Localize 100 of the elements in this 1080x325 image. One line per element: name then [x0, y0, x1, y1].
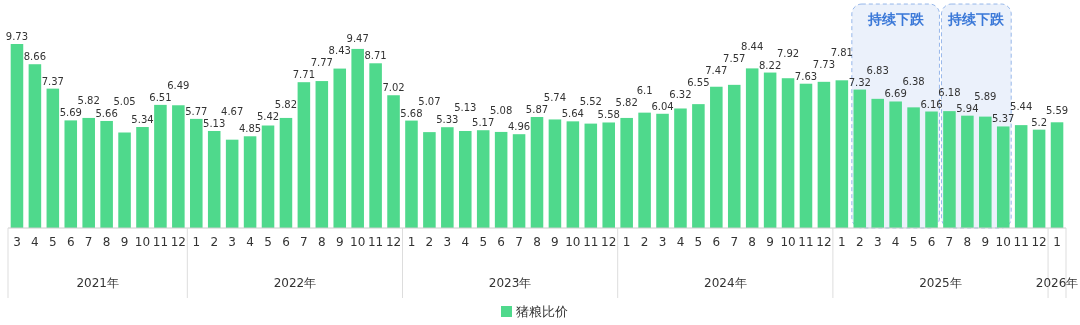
x-tick-label: 11 — [798, 235, 814, 249]
data-label: 7.02 — [382, 82, 405, 94]
x-tick-label: 9 — [335, 235, 344, 249]
data-label: 7.92 — [776, 47, 800, 59]
bar — [656, 113, 669, 228]
x-tick-label: 10 — [565, 235, 581, 249]
bar — [727, 84, 741, 228]
data-label: 8.22 — [758, 59, 782, 71]
data-label: 7.32 — [848, 76, 871, 88]
data-label: 5.37 — [992, 113, 1015, 125]
data-label: 5.33 — [436, 114, 459, 126]
data-label: 5.08 — [490, 105, 513, 117]
x-tick-label: 4 — [461, 235, 470, 249]
x-tick-label: 5 — [479, 235, 488, 249]
data-label: 6.32 — [669, 88, 692, 100]
bar — [710, 86, 723, 228]
x-tick-label: 2 — [425, 235, 434, 249]
bar — [82, 117, 95, 228]
data-label: 5.74 — [543, 91, 567, 103]
bar — [387, 95, 400, 228]
bar — [118, 132, 131, 228]
bar — [64, 120, 78, 228]
bar — [154, 104, 167, 228]
bar — [817, 81, 831, 228]
data-label: 5.52 — [579, 96, 602, 108]
bar — [799, 83, 813, 228]
bar — [136, 127, 149, 228]
bar — [530, 117, 544, 228]
x-tick-label: 9 — [766, 235, 774, 249]
x-tick-label: 3 — [443, 235, 452, 249]
data-label: 7.57 — [723, 52, 746, 64]
data-label: 5.82 — [274, 99, 298, 111]
data-label: 5.66 — [95, 107, 118, 119]
data-label: 8.66 — [23, 51, 47, 63]
bar — [351, 48, 364, 228]
data-label: 6.69 — [884, 88, 907, 100]
data-label: 5.42 — [256, 111, 280, 123]
x-tick-label: 12 — [170, 235, 186, 249]
x-tick-label: 1 — [192, 235, 201, 249]
data-label: 5.82 — [77, 95, 100, 107]
x-tick-label: 8 — [317, 235, 326, 249]
bar — [476, 130, 490, 228]
bar — [100, 120, 113, 228]
x-tick-label: 1 — [407, 235, 416, 249]
x-tick-label: 8 — [102, 235, 111, 249]
data-label: 6.83 — [866, 64, 889, 76]
data-label: 7.77 — [310, 57, 333, 69]
bar — [207, 130, 221, 228]
data-label: 7.71 — [292, 69, 316, 81]
data-label: 5.2 — [1031, 116, 1048, 128]
data-label: 9.73 — [5, 31, 29, 42]
x-tick-label: 11 — [1013, 235, 1029, 249]
bar — [28, 64, 42, 228]
bar — [907, 107, 920, 228]
data-label: 5.34 — [131, 114, 154, 126]
data-label: 5.05 — [113, 95, 136, 107]
x-tick-label: 3 — [13, 235, 21, 249]
band-label: 持续下跌 — [866, 11, 925, 27]
data-label: 5.89 — [974, 90, 997, 102]
x-tick-label: 9 — [120, 235, 129, 249]
x-tick-label: 10 — [350, 235, 366, 249]
data-label: 6.1 — [636, 85, 653, 97]
bar — [835, 80, 849, 228]
x-tick-label: 10 — [780, 235, 796, 249]
data-label: 7.63 — [794, 70, 818, 82]
data-label: 5.13 — [454, 102, 477, 114]
data-label: 6.49 — [167, 79, 190, 91]
x-tick-label: 3 — [228, 235, 236, 249]
x-tick-label: 7 — [84, 235, 93, 249]
bar — [961, 115, 974, 228]
data-label: 5.87 — [525, 103, 549, 115]
data-label: 7.73 — [812, 58, 836, 70]
x-tick-label: 4 — [676, 235, 685, 249]
bar — [315, 81, 329, 228]
x-tick-label: 11 — [367, 235, 384, 249]
data-label: 6.51 — [149, 91, 172, 103]
text: 2023年 — [488, 276, 532, 290]
bar — [871, 98, 884, 228]
data-label: 5.77 — [185, 105, 208, 117]
data-label: 8.44 — [741, 40, 764, 52]
bar — [566, 121, 580, 228]
bar — [745, 68, 759, 228]
x-tick-label: 2 — [855, 235, 864, 249]
legend-label: 猪粮比价 — [516, 304, 568, 319]
bar — [297, 82, 311, 228]
bar — [369, 63, 382, 228]
bar — [548, 119, 562, 228]
data-label: 7.47 — [705, 64, 728, 76]
bar — [441, 127, 454, 228]
data-label: 8.43 — [328, 45, 351, 57]
x-tick-label: 5 — [909, 235, 918, 249]
x-tick-label: 9 — [551, 235, 559, 249]
x-tick-label: 11 — [152, 235, 169, 249]
bar — [943, 111, 956, 228]
data-label: 5.69 — [59, 107, 82, 119]
data-label: 5.58 — [597, 109, 620, 121]
x-tick-label: 1 — [838, 235, 846, 249]
bar — [279, 117, 293, 228]
x-tick-label: 1 — [622, 235, 631, 249]
bar — [405, 120, 418, 228]
